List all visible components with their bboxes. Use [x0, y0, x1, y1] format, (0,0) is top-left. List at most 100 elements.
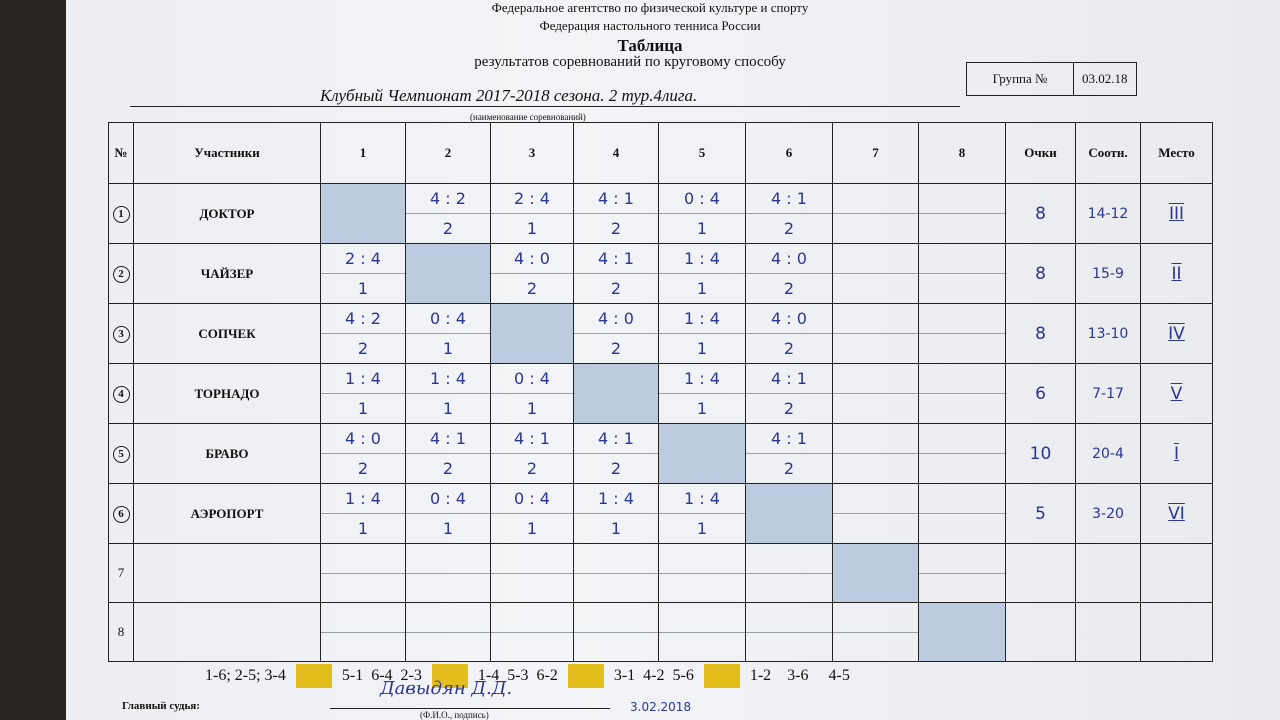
match-points: 2: [610, 279, 622, 298]
result-cell: [573, 602, 659, 662]
match-score: [406, 544, 490, 574]
match-score: 0 : 4: [406, 304, 490, 334]
result-cell-content: 2 : 4 1: [321, 244, 405, 303]
result-cell: [405, 602, 491, 662]
set-ratio: 20-4: [1075, 423, 1141, 484]
result-cell-content: 4 : 1 2: [406, 424, 490, 483]
match-points: [833, 214, 918, 243]
participant-name: [133, 602, 321, 662]
result-cell-content: 4 : 1 2: [746, 184, 832, 243]
result-cell: 4 : 0 2: [320, 423, 406, 484]
result-cell: [832, 363, 919, 424]
match-score: [491, 603, 573, 633]
result-cell: [832, 483, 919, 544]
match-points: [491, 633, 573, 662]
column-header: 3: [490, 122, 574, 184]
result-cell-content: [833, 544, 918, 602]
signature-date: 3.02.2018: [630, 700, 692, 714]
row-number-label: 3: [112, 325, 130, 343]
result-cell-content: [659, 424, 745, 483]
match-points: [833, 394, 918, 423]
result-cell-content: [574, 364, 658, 423]
result-cell-content: 4 : 2 2: [406, 184, 490, 243]
result-cell: [832, 602, 919, 662]
match-points: 2: [526, 279, 538, 298]
participant-name: [133, 543, 321, 603]
result-cell-content: 2 : 4 1: [491, 184, 573, 243]
match-points: [919, 334, 1005, 363]
result-cell-content: [659, 603, 745, 661]
row-number-label: 4: [112, 385, 130, 403]
result-cell: 0 : 4 1: [490, 483, 574, 544]
result-cell-content: 4 : 1 2: [574, 184, 658, 243]
result-cell: 1 : 4 1: [320, 483, 406, 544]
match-score: 4 : 1: [746, 364, 832, 394]
match-points: 1: [526, 519, 538, 538]
match-points: [321, 633, 405, 662]
document-title: Таблица: [617, 36, 683, 55]
match-points: 2: [783, 219, 795, 238]
match-score: 4 : 0: [491, 244, 573, 274]
result-cell-content: [919, 484, 1005, 543]
match-score: [833, 544, 918, 573]
column-header: 5: [658, 122, 746, 184]
match-score: 1 : 4: [321, 364, 405, 394]
result-cell-content: 1 : 4 1: [406, 364, 490, 423]
result-cell: [918, 423, 1006, 484]
match-score: [659, 424, 745, 454]
match-score: 4 : 1: [746, 424, 832, 454]
table-row: 5 БРАВО 4 : 0 2 4 : 1 2 4 : 1 2 4 : 1 2 4 : 1 2 10 20…: [108, 423, 1213, 484]
match-points: [659, 454, 745, 484]
match-points: 1: [357, 519, 369, 538]
total-points: 6: [1005, 363, 1076, 424]
row-number-label: 7: [117, 565, 125, 580]
result-cell: 4 : 1 2: [490, 423, 574, 484]
set-ratio: 3-20: [1075, 483, 1141, 544]
result-cell: [745, 543, 833, 603]
table-row: 8: [108, 602, 1213, 662]
match-points: 2: [610, 459, 622, 478]
match-score: [574, 603, 658, 633]
result-cell: 2 : 4 1: [320, 243, 406, 304]
total-points: 5: [1005, 483, 1076, 544]
match-points: [833, 573, 918, 602]
match-score: 4 : 1: [574, 424, 658, 454]
match-score: 1 : 4: [659, 244, 745, 274]
result-cell-content: [321, 603, 405, 661]
round-marker: [431, 664, 468, 688]
result-cell: 4 : 1 2: [745, 183, 833, 244]
match-points: [919, 514, 1005, 543]
set-ratio: [1075, 602, 1141, 662]
round-pairings: 1-4 5-3 6-2: [477, 667, 558, 684]
match-points: [659, 574, 745, 603]
result-cell-content: [574, 544, 658, 602]
result-cell-content: 4 : 1 2: [746, 364, 832, 423]
column-header: 2: [405, 122, 491, 184]
result-cell: [832, 423, 919, 484]
result-cell: [320, 543, 406, 603]
match-score: [833, 484, 918, 514]
result-cell: 4 : 0 2: [573, 303, 659, 364]
round-schedule: 1-6; 2-5; 3-4 5-1 6-4 2-3 1-4 5-3 6-2 3-1 4…: [205, 664, 850, 688]
match-score: [746, 484, 832, 514]
match-points: [574, 574, 658, 603]
total-points: 10: [1005, 423, 1076, 484]
total-points: 8: [1005, 183, 1076, 244]
match-score: [659, 603, 745, 633]
match-points: 2: [526, 459, 538, 478]
participant-name: СОПЧЕК: [133, 303, 321, 364]
result-cell: 1 : 4 1: [405, 363, 491, 424]
result-cell: [832, 303, 919, 364]
match-points: 1: [442, 399, 454, 418]
round-pairings: 3-1 4-2 5-6: [613, 667, 694, 684]
place: VI: [1140, 483, 1213, 544]
result-cell-content: 4 : 1 2: [491, 424, 573, 483]
row-number-label: 5: [112, 445, 130, 463]
match-score: [321, 184, 405, 214]
match-score: 2 : 4: [321, 244, 405, 274]
signature-line: [330, 708, 610, 709]
result-cell: 4 : 2 2: [320, 303, 406, 364]
background: [0, 0, 72, 720]
result-cell: 4 : 1 2: [405, 423, 491, 484]
match-score: [321, 603, 405, 633]
